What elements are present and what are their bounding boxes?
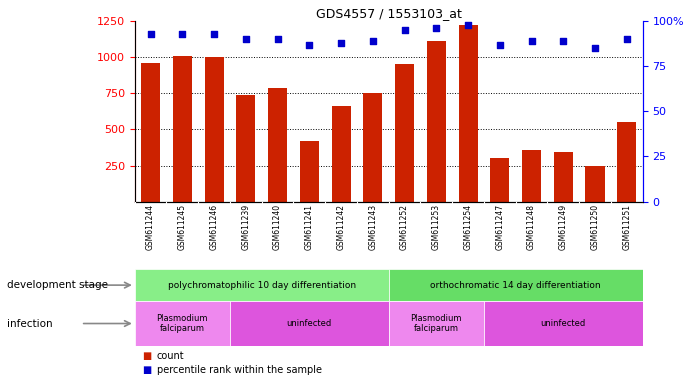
Point	[462, 22, 473, 28]
Bar	[585, 166, 605, 202]
Bar	[230, 301, 388, 346]
Point	[589, 45, 600, 51]
Bar	[332, 106, 350, 202]
Point	[494, 41, 505, 48]
Bar	[300, 141, 319, 202]
Text: GSM611252: GSM611252	[400, 204, 409, 250]
Text: Plasmodium
falciparum: Plasmodium falciparum	[410, 314, 462, 333]
Point	[526, 38, 537, 44]
Point	[240, 36, 252, 42]
Bar	[617, 122, 636, 202]
Point	[209, 31, 220, 37]
Text: GSM611246: GSM611246	[209, 204, 218, 250]
Text: GSM611242: GSM611242	[337, 204, 346, 250]
Text: GSM611248: GSM611248	[527, 204, 536, 250]
Text: ■: ■	[142, 351, 151, 361]
Point	[177, 31, 188, 37]
Text: uninfected: uninfected	[287, 319, 332, 328]
Text: Plasmodium
falciparum: Plasmodium falciparum	[157, 314, 208, 333]
Point	[430, 25, 442, 31]
Bar	[135, 269, 388, 301]
Text: GSM611243: GSM611243	[368, 204, 377, 250]
Text: GSM611253: GSM611253	[432, 204, 441, 250]
Point	[558, 38, 569, 44]
Text: percentile rank within the sample: percentile rank within the sample	[157, 365, 322, 375]
Point	[336, 40, 347, 46]
Text: GSM611244: GSM611244	[146, 204, 155, 250]
Bar	[268, 88, 287, 202]
Bar	[553, 152, 573, 202]
Bar	[484, 301, 643, 346]
Text: infection: infection	[7, 318, 53, 329]
Bar	[135, 301, 230, 346]
Point	[272, 36, 283, 42]
Point	[368, 38, 379, 44]
Text: count: count	[157, 351, 184, 361]
Text: GSM611251: GSM611251	[623, 204, 632, 250]
Bar	[388, 269, 643, 301]
Bar	[459, 25, 477, 202]
Bar	[173, 56, 192, 202]
Text: GSM611250: GSM611250	[591, 204, 600, 250]
Bar	[363, 93, 382, 202]
Bar	[490, 157, 509, 202]
Text: development stage: development stage	[7, 280, 108, 290]
Point	[399, 27, 410, 33]
Text: orthochromatic 14 day differentiation: orthochromatic 14 day differentiation	[430, 281, 601, 290]
Text: ■: ■	[142, 365, 151, 375]
Point	[621, 36, 632, 42]
Text: uninfected: uninfected	[540, 319, 586, 328]
Text: GSM611249: GSM611249	[559, 204, 568, 250]
Title: GDS4557 / 1553103_at: GDS4557 / 1553103_at	[316, 7, 462, 20]
Bar	[427, 41, 446, 202]
Text: GSM611239: GSM611239	[241, 204, 250, 250]
Bar	[522, 150, 541, 202]
Text: GSM611241: GSM611241	[305, 204, 314, 250]
Text: GSM611254: GSM611254	[464, 204, 473, 250]
Bar	[388, 301, 484, 346]
Text: GSM611240: GSM611240	[273, 204, 282, 250]
Text: GSM611245: GSM611245	[178, 204, 187, 250]
Text: GSM611247: GSM611247	[495, 204, 504, 250]
Bar	[395, 65, 414, 202]
Point	[304, 41, 315, 48]
Bar	[205, 57, 224, 202]
Bar	[141, 63, 160, 202]
Bar	[236, 95, 256, 202]
Point	[145, 31, 156, 37]
Text: polychromatophilic 10 day differentiation: polychromatophilic 10 day differentiatio…	[168, 281, 356, 290]
